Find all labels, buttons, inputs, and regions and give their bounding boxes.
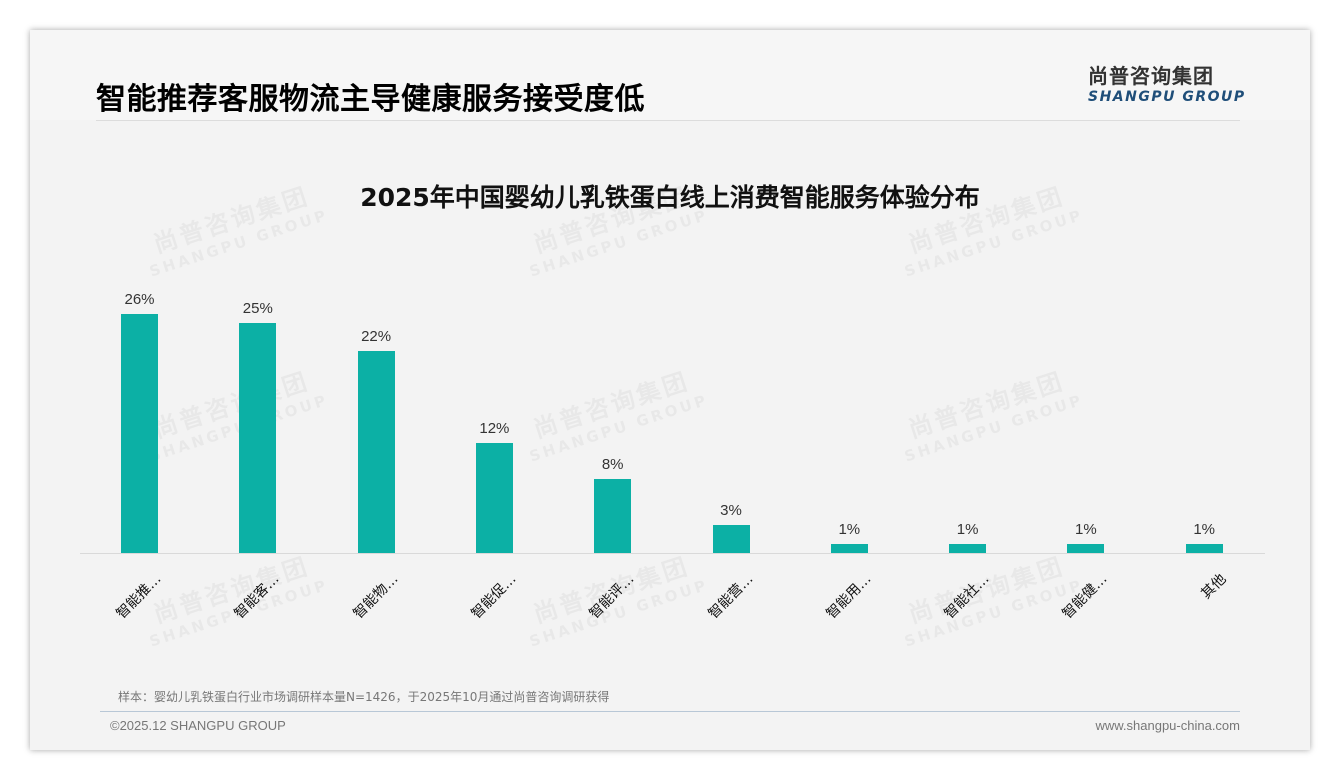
watermark-cn: 尚普咨询集团 xyxy=(516,357,705,448)
page-title: 智能推荐客服物流主导健康服务接受度低 xyxy=(96,82,645,117)
x-axis-label: 智能社… xyxy=(941,571,993,623)
bar-value-label: 22% xyxy=(361,327,392,345)
website-link: www.shangpu-china.com xyxy=(1095,718,1240,733)
slide: 智能推荐客服物流主导健康服务接受度低 尚普咨询集团 SHANGPU GROUP … xyxy=(30,30,1310,750)
sample-note: 样本：婴幼儿乳铁蛋白行业市场调研样本量N=1426，于2025年10月通过尚普咨… xyxy=(118,690,610,704)
x-axis-label: 智能用… xyxy=(823,571,875,623)
bar xyxy=(1067,543,1105,553)
x-axis-line xyxy=(80,553,1265,554)
watermark-en: SHANGPU GROUP xyxy=(902,206,1085,281)
logo-cn: 尚普咨询集团 xyxy=(1088,64,1214,88)
x-axis-label: 智能促… xyxy=(468,571,520,623)
copyright: ©2025.12 SHANGPU GROUP xyxy=(110,718,286,733)
bar-value-label: 26% xyxy=(124,290,155,308)
watermark-cn: 尚普咨询集团 xyxy=(136,542,325,633)
chart-title: 2025年中国婴幼儿乳铁蛋白线上消费智能服务体验分布 xyxy=(360,183,980,212)
watermark-cn: 尚普咨询集团 xyxy=(136,357,325,448)
bar xyxy=(239,323,277,553)
watermark-en: SHANGPU GROUP xyxy=(147,206,330,281)
header-band xyxy=(30,30,1310,120)
bar-value-label: 1% xyxy=(956,520,979,538)
x-axis-label: 智能评… xyxy=(586,571,638,623)
footer-divider xyxy=(100,711,1240,712)
bar-value-label: 1% xyxy=(1075,520,1097,538)
bar xyxy=(121,313,158,553)
bar-value-label: 8% xyxy=(601,456,624,474)
x-axis-label: 智能客… xyxy=(231,571,283,623)
x-axis-label: 智能营… xyxy=(705,571,756,623)
bar xyxy=(712,525,750,553)
x-axis-label: 智能物… xyxy=(350,571,402,623)
bar xyxy=(475,442,513,553)
bar-value-label: 1% xyxy=(838,520,861,538)
bar xyxy=(949,543,987,553)
bar-value-label: 1% xyxy=(1193,520,1216,538)
bar-value-label: 3% xyxy=(720,502,742,520)
bar xyxy=(1185,543,1223,553)
bar xyxy=(830,543,868,553)
watermark-en: SHANGPU GROUP xyxy=(527,391,710,466)
bar xyxy=(594,479,632,553)
watermark-en: SHANGPU GROUP xyxy=(527,206,710,281)
watermark-en: SHANGPU GROUP xyxy=(902,576,1085,651)
x-axis-label: 智能健… xyxy=(1059,571,1111,623)
bar-value-label: 25% xyxy=(242,300,273,317)
x-axis-label: 其他 xyxy=(1198,571,1230,603)
bar xyxy=(357,350,395,553)
x-axis-label: 智能推… xyxy=(113,571,165,623)
watermark-cn: 尚普咨询集团 xyxy=(891,357,1080,448)
bar-value-label: 12% xyxy=(479,419,510,437)
watermark-en: SHANGPU GROUP xyxy=(902,391,1085,466)
logo-en: SHANGPU GROUP xyxy=(1088,89,1246,105)
logo: 尚普咨询集团 SHANGPU GROUP xyxy=(1088,64,1248,106)
title-divider xyxy=(96,120,1240,121)
